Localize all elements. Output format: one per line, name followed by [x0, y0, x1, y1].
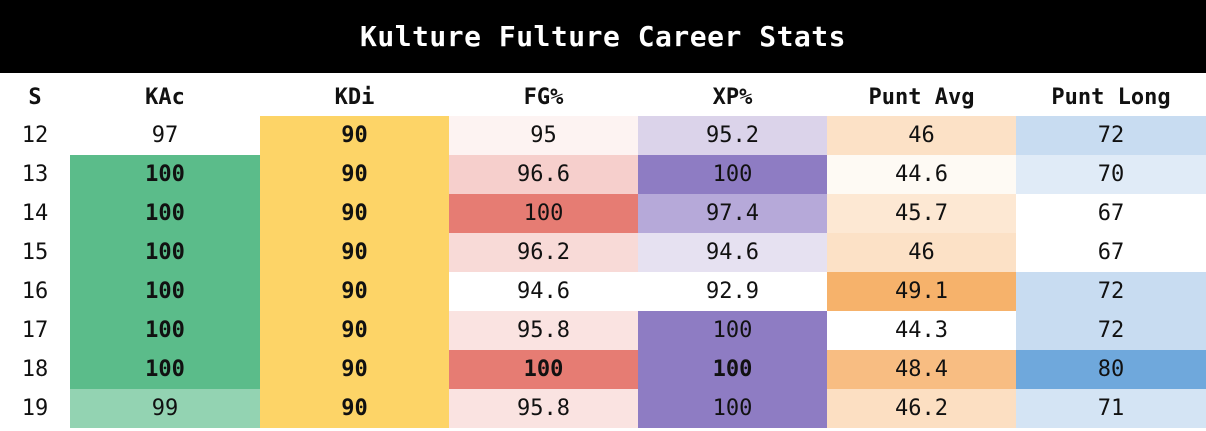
season-cell: 17 [0, 311, 70, 350]
kdi-cell: 90 [260, 116, 449, 155]
kac-cell: 100 [70, 272, 260, 311]
kdi-cell: 90 [260, 311, 449, 350]
punt-avg-cell: 48.4 [827, 350, 1016, 389]
xp-pct-cell: 94.6 [638, 233, 827, 272]
punt-avg-cell: 46 [827, 233, 1016, 272]
kac-cell: 100 [70, 194, 260, 233]
table-row: 15 100 90 96.2 94.6 46 67 [0, 233, 1206, 272]
table-body: 12 97 90 95 95.2 46 72 13 100 90 96.6 100 44.6 70 14 10… [0, 116, 1206, 428]
fg-pct-cell: 96.6 [449, 155, 638, 194]
punt-avg-cell: 44.6 [827, 155, 1016, 194]
kdi-cell: 90 [260, 155, 449, 194]
punt-long-cell: 67 [1016, 233, 1206, 272]
fg-pct-cell: 100 [449, 194, 638, 233]
kdi-cell: 90 [260, 350, 449, 389]
fg-pct-cell: 96.2 [449, 233, 638, 272]
season-cell: 16 [0, 272, 70, 311]
punt-long-cell: 67 [1016, 194, 1206, 233]
punt-avg-cell: 46 [827, 116, 1016, 155]
xp-pct-cell: 100 [638, 350, 827, 389]
column-header-season: S [28, 84, 42, 110]
punt-long-cell: 72 [1016, 272, 1206, 311]
xp-pct-cell: 100 [638, 389, 827, 428]
season-cell: 14 [0, 194, 70, 233]
punt-long-cell: 72 [1016, 311, 1206, 350]
xp-pct-cell: 92.9 [638, 272, 827, 311]
punt-avg-cell: 49.1 [827, 272, 1016, 311]
table-row: 13 100 90 96.6 100 44.6 70 [0, 155, 1206, 194]
punt-avg-cell: 44.3 [827, 311, 1016, 350]
punt-long-cell: 70 [1016, 155, 1206, 194]
column-header-fg-pct: FG% [523, 84, 564, 110]
kac-cell: 100 [70, 155, 260, 194]
season-cell: 18 [0, 350, 70, 389]
punt-long-cell: 71 [1016, 389, 1206, 428]
kac-cell: 100 [70, 233, 260, 272]
xp-pct-cell: 100 [638, 311, 827, 350]
header-row: S KAc KDi FG% XP% Punt Avg Punt Long [0, 78, 1206, 116]
fg-pct-cell: 95 [449, 116, 638, 155]
season-cell: 13 [0, 155, 70, 194]
kac-cell: 100 [70, 311, 260, 350]
fg-pct-cell: 94.6 [449, 272, 638, 311]
kac-cell: 99 [70, 389, 260, 428]
page-title: Kulture Fulture Career Stats [0, 0, 1206, 73]
column-header-xp-pct: XP% [712, 84, 753, 110]
kac-cell: 100 [70, 350, 260, 389]
fg-pct-cell: 100 [449, 350, 638, 389]
punt-long-cell: 72 [1016, 116, 1206, 155]
kac-cell: 97 [70, 116, 260, 155]
xp-pct-cell: 95.2 [638, 116, 827, 155]
column-header-kdi: KDi [334, 84, 375, 110]
career-stats-table: S KAc KDi FG% XP% Punt Avg Punt Long 12 9… [0, 78, 1206, 428]
punt-avg-cell: 45.7 [827, 194, 1016, 233]
kdi-cell: 90 [260, 389, 449, 428]
column-header-punt-avg: Punt Avg [868, 84, 975, 110]
kdi-cell: 90 [260, 272, 449, 311]
table-row: 17 100 90 95.8 100 44.3 72 [0, 311, 1206, 350]
xp-pct-cell: 97.4 [638, 194, 827, 233]
table-row: 12 97 90 95 95.2 46 72 [0, 116, 1206, 155]
xp-pct-cell: 100 [638, 155, 827, 194]
season-cell: 15 [0, 233, 70, 272]
table-row: 19 99 90 95.8 100 46.2 71 [0, 389, 1206, 428]
punt-avg-cell: 46.2 [827, 389, 1016, 428]
fg-pct-cell: 95.8 [449, 389, 638, 428]
column-header-kac: KAc [145, 84, 185, 110]
season-cell: 12 [0, 116, 70, 155]
kdi-cell: 90 [260, 194, 449, 233]
table-row: 16 100 90 94.6 92.9 49.1 72 [0, 272, 1206, 311]
column-header-punt-long: Punt Long [1051, 84, 1171, 110]
season-cell: 19 [0, 389, 70, 428]
table-row: 18 100 90 100 100 48.4 80 [0, 350, 1206, 389]
kdi-cell: 90 [260, 233, 449, 272]
table-row: 14 100 90 100 97.4 45.7 67 [0, 194, 1206, 233]
fg-pct-cell: 95.8 [449, 311, 638, 350]
punt-long-cell: 80 [1016, 350, 1206, 389]
